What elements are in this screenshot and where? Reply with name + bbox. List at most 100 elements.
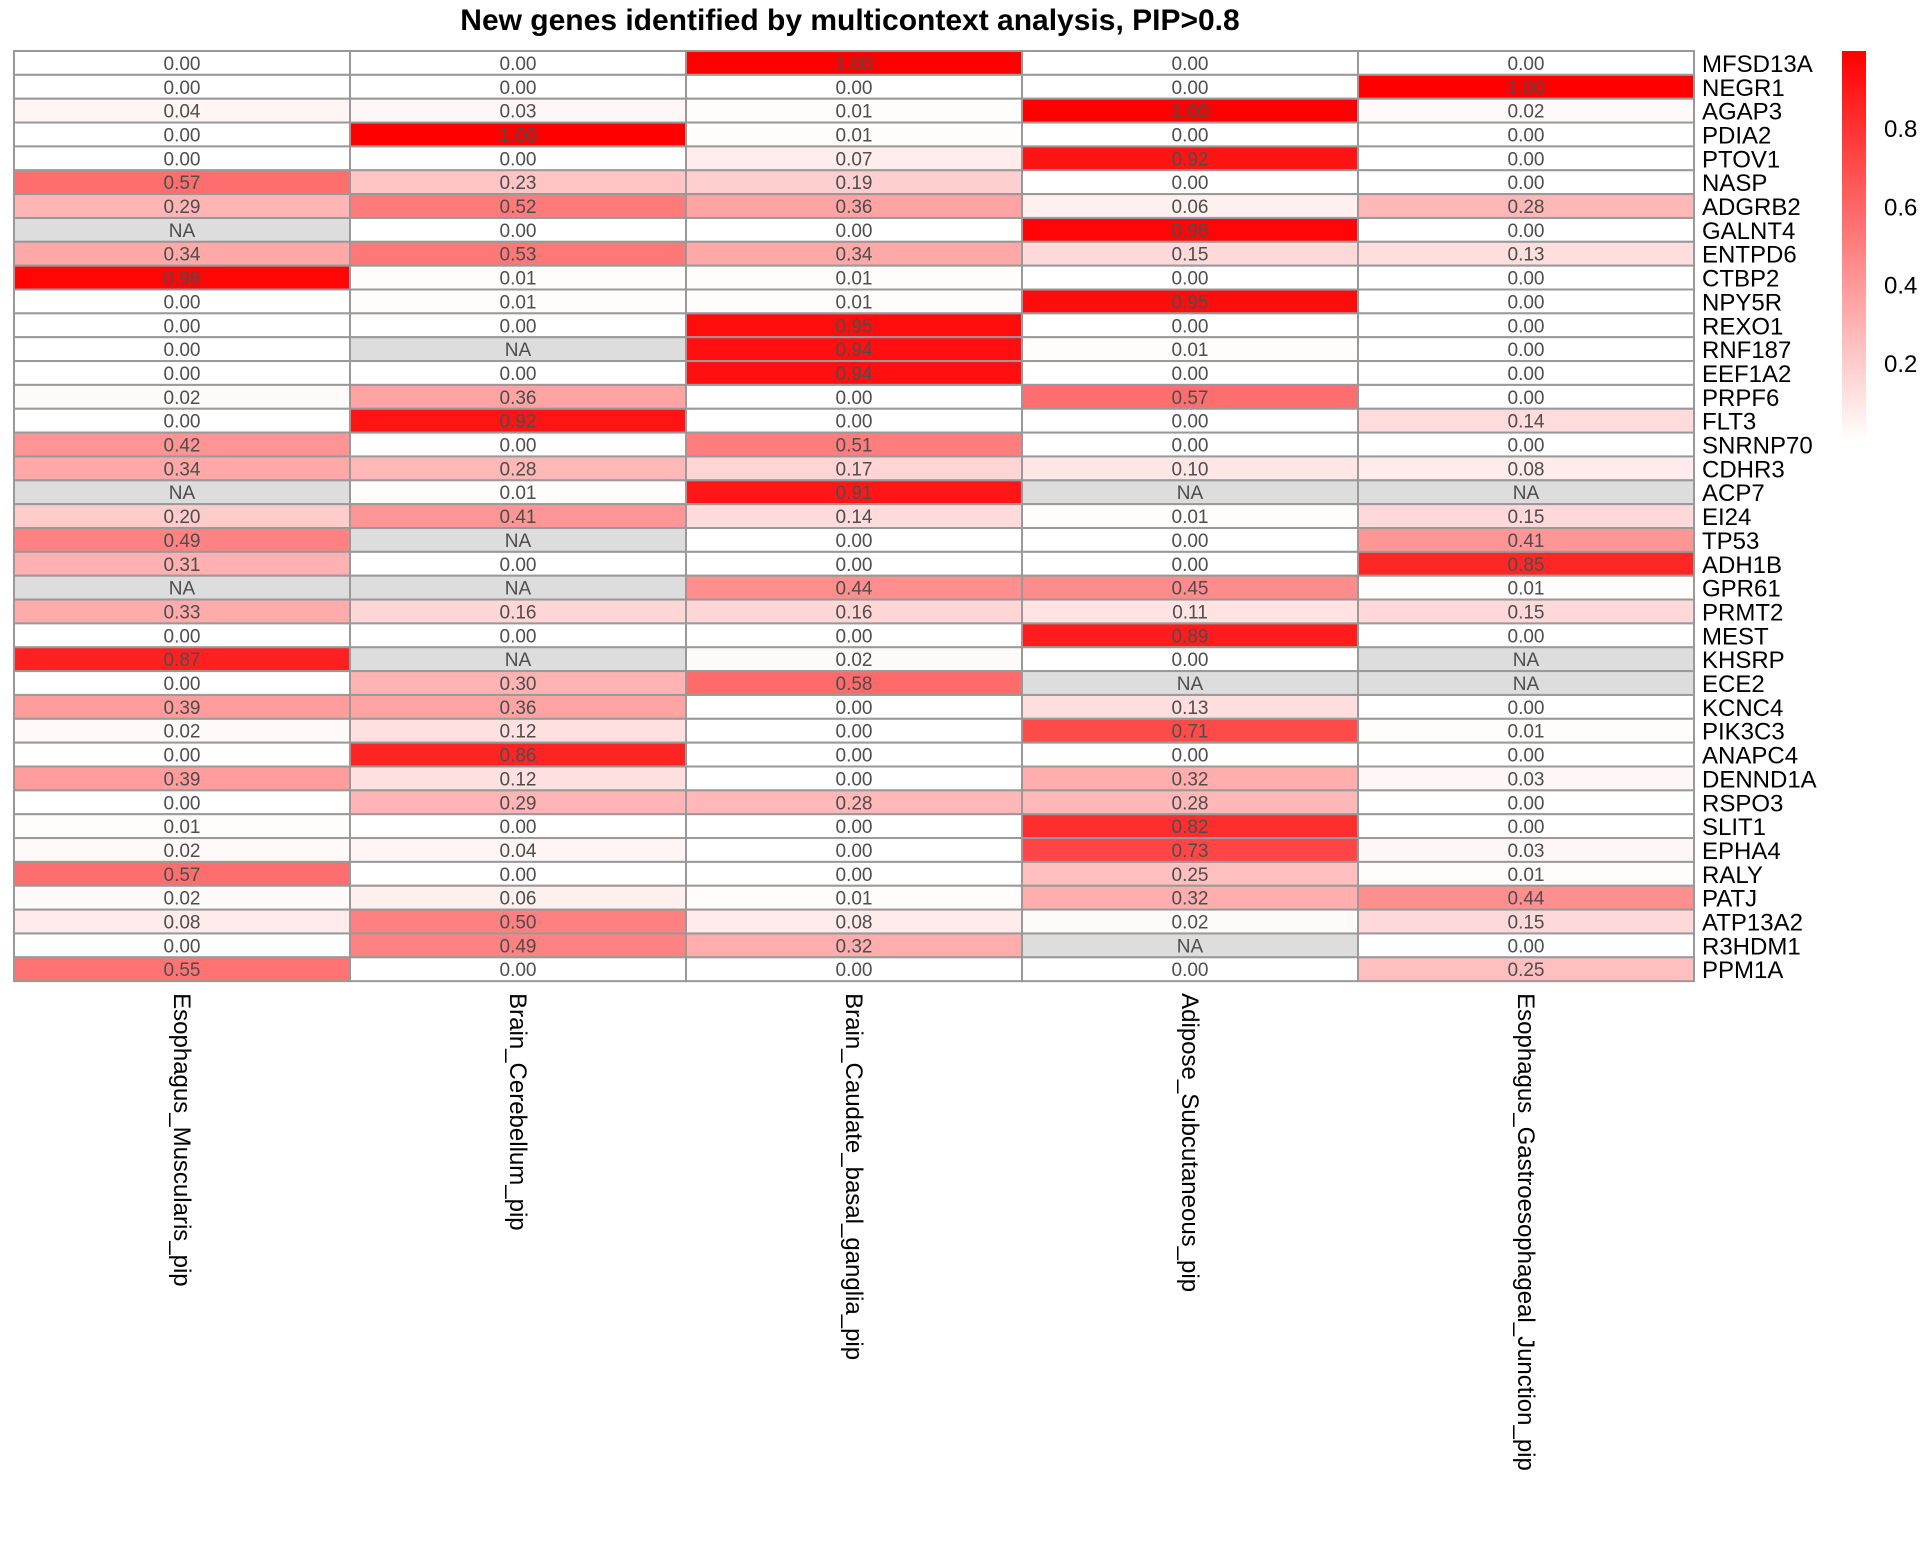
row-label: NASP — [1702, 170, 1767, 197]
column-label: Brain_Caudate_basal_ganglia_pip — [840, 993, 867, 1360]
cell-value-label: 0.02 — [1172, 913, 1209, 934]
row-label: CTBP2 — [1702, 266, 1779, 293]
cell-value-label: 0.00 — [836, 722, 873, 743]
column-label: Esophagus_Gastroesophageal_Junction_pip — [1512, 993, 1539, 1471]
cell-value-label: 0.25 — [1172, 865, 1209, 886]
cell-value-label: 0.00 — [1508, 54, 1545, 75]
cell-value-label: 0.02 — [164, 841, 201, 862]
cell-value-label: 0.00 — [164, 674, 201, 695]
cell-value-label: 0.50 — [500, 913, 537, 934]
cell-value-label: 0.28 — [500, 459, 537, 480]
cell-value-label: 0.94 — [836, 364, 873, 385]
cell-value-label: 0.00 — [164, 340, 201, 361]
cell-value-label: 0.00 — [500, 436, 537, 457]
cell-value-label: 0.00 — [836, 769, 873, 790]
cell-value-label: 0.13 — [1508, 245, 1545, 266]
cell-value-label: 0.00 — [1172, 316, 1209, 337]
cell-value-label: 0.00 — [1508, 149, 1545, 170]
legend-color-bar — [1842, 51, 1866, 442]
row-label: EEF1A2 — [1702, 361, 1791, 388]
cell-value-label: 0.94 — [836, 340, 873, 361]
cell-value-label: 0.00 — [500, 316, 537, 337]
cell-value-label: 0.33 — [164, 602, 201, 623]
cell-value-label: 0.00 — [164, 316, 201, 337]
cell-value-label: 0.02 — [164, 722, 201, 743]
cell-value-label: 0.01 — [500, 483, 537, 504]
cell-value-label: 0.15 — [1508, 602, 1545, 623]
cell-value-label: 0.00 — [164, 125, 201, 146]
cell-value-label: 0.00 — [1508, 173, 1545, 194]
cell-value-label: 0.00 — [836, 698, 873, 719]
cell-value-label: 0.01 — [836, 125, 873, 146]
cell-value-label: 0.08 — [1508, 459, 1545, 480]
row-label: CDHR3 — [1702, 456, 1785, 483]
cell-value-label: 0.03 — [1508, 769, 1545, 790]
legend-tick-label: 0.4 — [1884, 273, 1917, 300]
cell-value-label: 0.92 — [500, 412, 537, 433]
row-label: KHSRP — [1702, 647, 1785, 674]
cell-value-label: 0.00 — [1508, 793, 1545, 814]
cell-value-label: 0.44 — [836, 579, 873, 600]
row-label: GPR61 — [1702, 576, 1781, 603]
row-label: NEGR1 — [1702, 75, 1785, 102]
cell-value-label: 0.45 — [1172, 579, 1209, 600]
cell-value-label: 0.00 — [1172, 54, 1209, 75]
cell-value-label: 0.52 — [500, 197, 537, 218]
cell-value-label: 0.01 — [1172, 507, 1209, 528]
cell-value-label: 0.49 — [500, 936, 537, 957]
cell-value-label: 0.12 — [500, 722, 537, 743]
cell-value-label: 0.39 — [164, 769, 201, 790]
cell-value-label: 0.01 — [1508, 865, 1545, 886]
cell-value-label: NA — [505, 340, 532, 361]
color-legend: 0.2 0.4 0.6 0.8 — [1842, 51, 1917, 442]
column-label: Esophagus_Muscularis_pip — [168, 993, 195, 1287]
cell-value-label: 0.57 — [1172, 388, 1209, 409]
cell-value-label: 0.02 — [1508, 102, 1545, 123]
cell-value-label: 0.00 — [836, 817, 873, 838]
heatmap-cell — [1357, 956, 1695, 983]
cell-value-label: 0.01 — [836, 102, 873, 123]
cell-value-label: NA — [1177, 483, 1204, 504]
cell-value-label: 0.86 — [500, 746, 537, 767]
cell-value-label: NA — [505, 531, 532, 552]
cell-value-label: 0.01 — [836, 889, 873, 910]
cell-value-label: 0.00 — [1508, 936, 1545, 957]
cell-value-label: 0.00 — [1172, 78, 1209, 99]
cell-value-label: 0.00 — [500, 626, 537, 647]
row-label: ACP7 — [1702, 480, 1765, 507]
cell-value-label: NA — [1177, 936, 1204, 957]
cell-value-label: 0.04 — [500, 841, 537, 862]
cell-value-label: 0.32 — [1172, 769, 1209, 790]
cell-value-label: 0.00 — [1508, 698, 1545, 719]
cell-value-label: 0.02 — [164, 388, 201, 409]
cell-value-label: 0.02 — [836, 650, 873, 671]
cell-value-label: 0.85 — [1508, 555, 1545, 576]
cell-value-label: 0.00 — [1172, 412, 1209, 433]
cell-value-label: 0.16 — [500, 602, 537, 623]
cell-value-label: 0.00 — [164, 78, 201, 99]
cell-value-label: 0.00 — [1508, 125, 1545, 146]
cell-value-label: 0.87 — [164, 650, 201, 671]
column-labels: Esophagus_Muscularis_pip Brain_Cerebellum… — [168, 993, 1539, 1471]
row-label: TP53 — [1702, 528, 1759, 555]
cell-value-label: 0.00 — [164, 364, 201, 385]
row-labels: MFSD13ANEGR1AGAP3PDIA2PTOV1NASPADGRB2GAL… — [1702, 51, 1817, 984]
row-label: PATJ — [1702, 886, 1757, 913]
cell-value-label: 0.42 — [164, 436, 201, 457]
cell-value-label: 0.06 — [500, 889, 537, 910]
cell-value-label: 0.00 — [500, 149, 537, 170]
cell-value-label: 0.00 — [1508, 626, 1545, 647]
cell-value-label: 0.00 — [836, 746, 873, 767]
cell-value-label: 0.00 — [1172, 269, 1209, 290]
column-label: Brain_Cerebellum_pip — [504, 993, 531, 1230]
cell-value-label: 0.12 — [500, 769, 537, 790]
cell-value-label: 0.53 — [500, 245, 537, 266]
cell-value-label: 0.15 — [1508, 507, 1545, 528]
row-label: ECE2 — [1702, 671, 1765, 698]
cell-value-label: 0.57 — [164, 173, 201, 194]
cell-value-label: 0.34 — [164, 459, 201, 480]
cell-value-label: 0.00 — [164, 936, 201, 957]
cell-value-label: 0.00 — [836, 412, 873, 433]
cell-value-label: 0.58 — [836, 674, 873, 695]
cell-value-label: 0.92 — [1172, 149, 1209, 170]
